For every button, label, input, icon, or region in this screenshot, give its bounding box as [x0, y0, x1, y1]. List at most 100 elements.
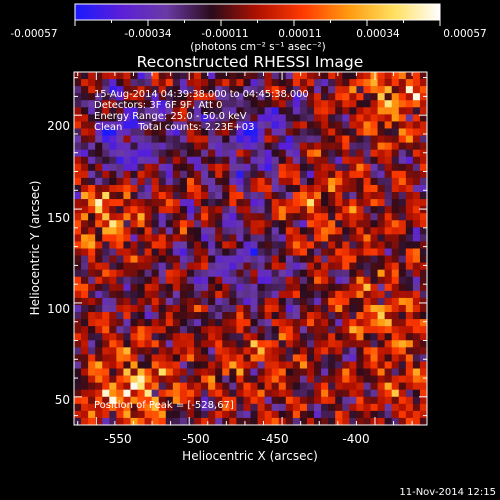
heatmap-cell: [81, 389, 89, 398]
heatmap-cell: [109, 192, 117, 200]
heatmap-cell: [342, 354, 350, 362]
heatmap-cell: [370, 220, 378, 228]
heatmap-cell: [243, 354, 251, 362]
heatmap-cell: [419, 396, 427, 405]
heatmap-cell: [419, 100, 427, 108]
heatmap-cell: [419, 177, 427, 186]
heatmap-cell: [384, 93, 392, 101]
heatmap-cell: [116, 170, 124, 179]
heatmap-cell: [243, 417, 251, 425]
heatmap-cell: [314, 403, 322, 412]
heatmap-cell: [95, 100, 103, 108]
heatmap-cell: [278, 220, 287, 228]
heatmap-cell: [335, 135, 343, 143]
heatmap-cell: [363, 234, 371, 242]
heatmap-cell: [377, 262, 385, 270]
heatmap-cell: [172, 262, 181, 270]
heatmap-cell: [74, 403, 82, 412]
heatmap-cell: [257, 326, 265, 334]
heatmap-cell: [292, 255, 301, 263]
heatmap-cell: [314, 410, 322, 419]
heatmap-cell: [335, 312, 343, 320]
heatmap-cell: [285, 163, 294, 172]
heatmap-cell: [222, 156, 230, 165]
heatmap-cell: [109, 410, 117, 419]
heatmap-cell: [144, 241, 152, 249]
heatmap-cell: [222, 347, 230, 355]
heatmap-cell: [208, 93, 216, 101]
heatmap-cell: [391, 326, 400, 334]
heatmap-cell: [264, 206, 272, 214]
heatmap-cell: [321, 340, 329, 348]
heatmap-cell: [349, 177, 357, 186]
heatmap-cell: [74, 135, 82, 143]
heatmap-cell: [186, 241, 195, 249]
heatmap-cell: [215, 375, 223, 383]
heatmap-cell: [186, 93, 195, 101]
heatmap-cell: [321, 417, 329, 425]
heatmap-cell: [299, 206, 308, 214]
heatmap-cell: [229, 276, 237, 285]
heatmap-cell: [342, 163, 350, 172]
heatmap-cell: [271, 227, 280, 235]
heatmap-cell: [384, 297, 392, 306]
heatmap-cell: [356, 354, 364, 362]
heatmap-cell: [278, 340, 287, 348]
heatmap-cell: [151, 361, 160, 369]
heatmap-cell: [370, 262, 378, 270]
heatmap-cell: [405, 333, 414, 341]
heatmap-cell: [342, 347, 350, 355]
heatmap-cell: [81, 121, 89, 129]
heatmap-cell: [95, 283, 103, 292]
heatmap-cell: [278, 347, 287, 355]
heatmap-cell: [137, 403, 145, 412]
heatmap-cell: [229, 389, 237, 398]
heatmap-cell: [342, 269, 350, 278]
heatmap-cell: [314, 368, 322, 376]
heatmap-cell: [179, 248, 188, 256]
heatmap-cell: [342, 135, 350, 143]
heatmap-cell: [285, 156, 294, 165]
heatmap-cell: [328, 107, 336, 115]
heatmap-cell: [342, 319, 350, 327]
heatmap-cell: [363, 79, 371, 87]
heatmap-cell: [74, 163, 82, 172]
heatmap-cell: [208, 340, 216, 348]
heatmap-cell: [370, 107, 378, 115]
heatmap-cell: [398, 368, 407, 376]
heatmap-cell: [172, 326, 181, 334]
heatmap-cell: [137, 382, 145, 390]
heatmap-cell: [179, 227, 188, 235]
heatmap-cell: [88, 206, 96, 214]
heatmap-cell: [137, 290, 145, 299]
heatmap-cell: [201, 297, 209, 306]
heatmap-cell: [314, 184, 322, 193]
heatmap-cell: [229, 220, 237, 228]
heatmap-cell: [250, 304, 258, 313]
heatmap-cell: [285, 255, 294, 263]
heatmap-cell: [109, 340, 117, 348]
heatmap-cell: [377, 199, 385, 207]
heatmap-cell: [102, 142, 110, 150]
heatmap-cell: [342, 255, 350, 263]
heatmap-cell: [412, 389, 421, 398]
heatmap-cell: [419, 283, 427, 292]
heatmap-cell: [391, 199, 400, 207]
heatmap-cell: [349, 241, 357, 249]
heatmap-cell: [370, 297, 378, 306]
heatmap-cell: [391, 333, 400, 341]
heatmap-cell: [321, 283, 329, 292]
heatmap-cell: [306, 107, 315, 115]
heatmap-cell: [292, 192, 301, 200]
heatmap-cell: [356, 135, 364, 143]
heatmap-cell: [363, 410, 371, 419]
heatmap-cell: [144, 149, 152, 158]
heatmap-cell: [208, 142, 216, 150]
heatmap-cell: [88, 269, 96, 278]
heatmap-cell: [123, 319, 131, 327]
heatmap-cell: [257, 206, 265, 214]
heatmap-cell: [370, 276, 378, 285]
heatmap-cell: [278, 170, 287, 179]
heatmap-cell: [377, 156, 385, 165]
heatmap-cell: [194, 354, 202, 362]
